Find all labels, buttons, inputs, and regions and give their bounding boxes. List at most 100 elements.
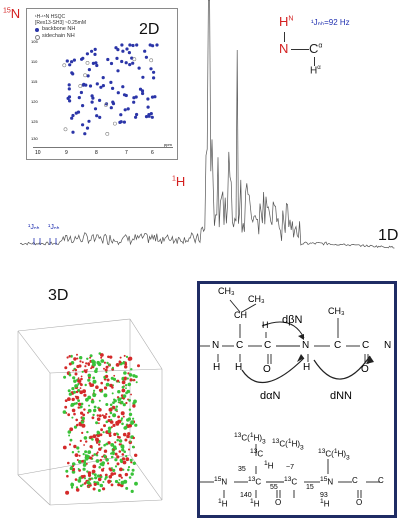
scatter-3d-point xyxy=(70,486,74,489)
scatter-3d-point xyxy=(107,479,111,484)
hsqc-backbone-peak xyxy=(109,61,114,66)
iso-ch3-3: 13C(1H)3 xyxy=(318,448,350,462)
hsqc-backbone-peak xyxy=(91,96,95,100)
scatter-3d-point xyxy=(119,356,122,359)
scatter-3d-point xyxy=(95,441,99,444)
scatter-3d-point xyxy=(113,432,117,436)
scatter-3d-point xyxy=(68,355,72,358)
scatter-3d-point xyxy=(81,370,84,373)
atom-c1: C xyxy=(236,340,244,351)
legend-sidechain-marker xyxy=(35,35,40,40)
scatter-3d-point xyxy=(109,420,114,424)
scatter-3d-point xyxy=(128,356,133,361)
hsqc-sidechain-peak xyxy=(78,84,83,88)
scatter-3d-point xyxy=(129,458,133,462)
scatter-3d-point xyxy=(102,487,106,491)
scatter-3d-point xyxy=(77,406,80,409)
x-tick-6: 6 xyxy=(151,150,154,156)
scatter-3d-point xyxy=(86,430,89,434)
scatter-3d-point xyxy=(126,418,130,422)
scatter-3d-point xyxy=(91,477,94,480)
hsqc-backbone-peak xyxy=(119,120,123,124)
iso-c2: C xyxy=(378,476,384,485)
hsqc-sidechain-peak xyxy=(105,132,110,136)
hsqc-backbone-peak xyxy=(131,43,135,48)
hsqc-backbone-peak xyxy=(138,87,143,91)
scatter-3d-point xyxy=(91,416,95,420)
scatter-3d-point xyxy=(96,431,101,435)
hsqc-sidechain-peak xyxy=(62,63,67,68)
scatter-3d-point xyxy=(81,483,84,486)
scatter-3d-point xyxy=(120,476,123,479)
scatter-3d-point xyxy=(79,439,82,442)
x-tick-10: 10 xyxy=(35,150,41,156)
scatter-3d-point xyxy=(105,420,109,424)
scatter-3d-point xyxy=(80,402,84,406)
hsqc-backbone-peak xyxy=(81,56,85,60)
atom-n3: N xyxy=(384,340,392,351)
hsqc-x-nucleus: 1H xyxy=(172,174,186,189)
scatter-3d-point xyxy=(62,445,67,450)
scatter-3d-point xyxy=(67,389,71,393)
hsqc-backbone-peak xyxy=(153,95,157,99)
spectrum-1d xyxy=(19,0,395,249)
scatter-3d-point xyxy=(101,414,104,417)
scatter-3d-point xyxy=(103,386,108,390)
scatter-3d-point xyxy=(91,454,94,457)
scatter-3d-point xyxy=(96,433,101,438)
scatter-3d-point xyxy=(92,376,96,380)
scatter-3d-point xyxy=(117,483,121,487)
hsqc-backbone-peak xyxy=(135,112,139,117)
scatter-3d-point xyxy=(79,360,82,363)
scatter-3d-point xyxy=(107,355,110,359)
scatter-3d-point xyxy=(76,357,79,360)
j-55: 55 xyxy=(270,484,278,491)
iso-h1: 1H xyxy=(218,498,228,509)
iso-o2: O xyxy=(356,498,363,507)
scatter-3d-point xyxy=(75,486,79,489)
scatter-3d-point xyxy=(73,425,78,429)
atom-c2: C xyxy=(264,340,272,351)
scatter-3d-point xyxy=(117,415,120,419)
y-tick-115: 115 xyxy=(31,79,38,84)
scatter-3d-point xyxy=(105,382,110,387)
scatter-3d-point xyxy=(118,473,122,478)
hsqc-backbone-peak xyxy=(90,100,94,104)
scatter-3d-point xyxy=(67,397,71,401)
scatter-3d-point xyxy=(116,379,120,383)
scatter-3d-point xyxy=(112,413,117,418)
hsqc-backbone-peak xyxy=(152,76,156,80)
scatter-3d-point xyxy=(114,458,118,462)
scatter-3d-point xyxy=(105,413,108,416)
scatter-3d-point xyxy=(84,477,86,480)
scatter-3d-point xyxy=(109,403,113,407)
scatter-3d-point xyxy=(106,361,109,365)
hsqc-backbone-peak xyxy=(93,107,98,111)
hsqc-backbone-peak xyxy=(71,130,75,134)
scatter-3d-point xyxy=(83,482,87,485)
scatter-3d-point xyxy=(105,475,108,479)
scatter-3d-point xyxy=(118,443,122,446)
scatter-3d-point xyxy=(77,383,80,386)
scatter-3d-point xyxy=(84,365,87,368)
scatter-3d-point xyxy=(126,434,130,439)
scatter-3d-point xyxy=(82,389,86,394)
scatter-3d-point xyxy=(98,447,102,451)
hsqc-backbone-peak xyxy=(109,80,113,84)
scatter-3d-point xyxy=(73,412,76,416)
scatter-3d-point xyxy=(76,446,80,450)
scatter-3d-point xyxy=(113,374,116,377)
scatter-3d-point xyxy=(87,373,92,378)
scatter-3d-point xyxy=(75,488,80,492)
hsqc-backbone-peak xyxy=(72,58,76,62)
scatter-3d-point xyxy=(74,453,79,457)
scatter-3d-point xyxy=(103,415,107,419)
scatter-3d-point xyxy=(111,386,114,389)
scatter-3d-point xyxy=(91,469,96,474)
scatter-3d-point xyxy=(94,369,98,373)
scatter-3d-point xyxy=(107,429,111,433)
hsqc-backbone-peak xyxy=(125,47,129,51)
scatter-3d-point xyxy=(111,451,115,455)
scatter-3d-point xyxy=(74,384,78,388)
scatter-3d-point xyxy=(82,453,85,456)
